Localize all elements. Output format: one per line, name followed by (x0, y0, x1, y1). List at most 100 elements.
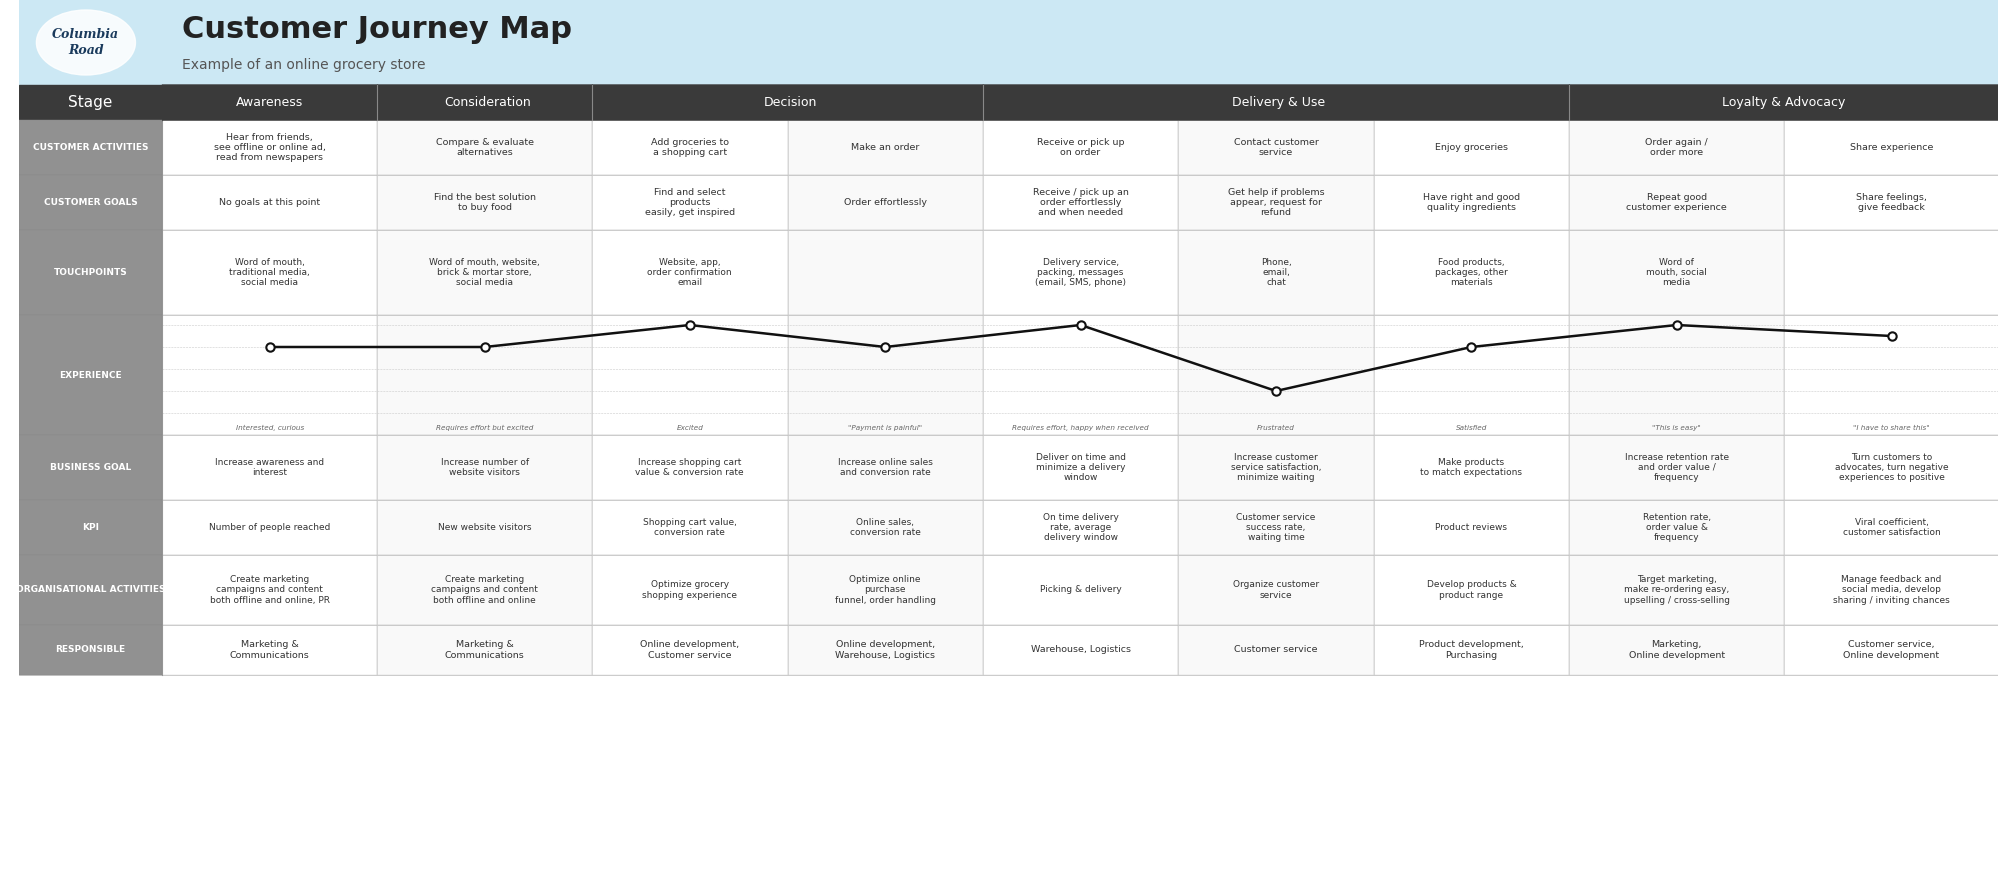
Text: Find and select
products
easily, get inspired: Find and select products easily, get ins… (645, 188, 735, 217)
Bar (162, 230, 378, 315)
Bar (1782, 315, 1998, 435)
Bar (1373, 175, 1568, 230)
Bar (1373, 500, 1568, 555)
Bar (1782, 555, 1998, 625)
Text: Loyalty & Advocacy: Loyalty & Advocacy (1722, 96, 1844, 109)
Bar (1568, 435, 1782, 500)
Text: Warehouse, Logistics: Warehouse, Logistics (1031, 645, 1131, 655)
Bar (18, 230, 162, 315)
Bar (18, 435, 162, 500)
Bar (591, 625, 787, 675)
Text: Turn customers to
advocates, turn negative
experiences to positive: Turn customers to advocates, turn negati… (1834, 453, 1948, 482)
Bar (1177, 435, 1373, 500)
Text: Delivery & Use: Delivery & Use (1233, 96, 1325, 109)
Text: Customer service
success rate,
waiting time: Customer service success rate, waiting t… (1235, 512, 1315, 543)
Bar (18, 625, 162, 675)
Text: Receive / pick up an
order effortlessly
and when needed: Receive / pick up an order effortlessly … (1033, 188, 1129, 217)
Text: 1: 1 (154, 408, 160, 418)
Text: 4: 4 (154, 342, 160, 352)
Text: TOUCHPOINTS: TOUCHPOINTS (54, 268, 128, 277)
Text: Order effortlessly: Order effortlessly (843, 198, 927, 207)
Text: Create marketing
campaigns and content
both offline and online: Create marketing campaigns and content b… (432, 575, 537, 605)
Bar (1177, 625, 1373, 675)
Bar (1373, 315, 1568, 435)
Bar (591, 175, 787, 230)
Text: CUSTOMER ACTIVITIES: CUSTOMER ACTIVITIES (32, 143, 148, 152)
Text: Increase shopping cart
value & conversion rate: Increase shopping cart value & conversio… (635, 458, 743, 478)
Bar (1177, 555, 1373, 625)
Bar (787, 500, 983, 555)
Bar (378, 500, 591, 555)
Bar (983, 435, 1177, 500)
Text: Website, app,
order confirmation
email: Website, app, order confirmation email (647, 257, 731, 288)
Text: CUSTOMER GOALS: CUSTOMER GOALS (44, 198, 138, 207)
Text: Add groceries to
a shopping cart: Add groceries to a shopping cart (651, 138, 729, 157)
Text: Organize customer
service: Organize customer service (1233, 580, 1319, 600)
Text: Word of mouth,
traditional media,
social media: Word of mouth, traditional media, social… (230, 257, 310, 288)
Text: KPI: KPI (82, 523, 98, 532)
Text: Word of mouth, website,
brick & mortar store,
social media: Word of mouth, website, brick & mortar s… (430, 257, 539, 288)
Bar (983, 625, 1177, 675)
Text: Optimize online
purchase
funnel, order handling: Optimize online purchase funnel, order h… (835, 575, 935, 605)
Bar (378, 435, 591, 500)
Text: Make an order: Make an order (851, 143, 919, 152)
Bar (18, 555, 162, 625)
Bar (787, 315, 983, 435)
Text: RESPONSIBLE: RESPONSIBLE (56, 645, 126, 655)
Text: Awareness: Awareness (236, 96, 304, 109)
Bar (1568, 555, 1782, 625)
Polygon shape (983, 85, 1580, 120)
Bar (787, 435, 983, 500)
Bar (1782, 120, 1998, 175)
Bar (18, 175, 162, 230)
Text: Marketing,
Online development: Marketing, Online development (1628, 641, 1724, 659)
Bar (591, 230, 787, 315)
Bar (1782, 500, 1998, 555)
Text: Viral coefficient,
customer satisfaction: Viral coefficient, customer satisfaction (1842, 518, 1940, 537)
Text: ORGANISATIONAL ACTIVITIES: ORGANISATIONAL ACTIVITIES (16, 585, 166, 594)
Text: Share experience: Share experience (1848, 143, 1932, 152)
Text: Increase customer
service satisfaction,
minimize waiting: Increase customer service satisfaction, … (1231, 453, 1321, 482)
Bar (1568, 120, 1782, 175)
Text: 2: 2 (154, 387, 160, 396)
Bar (1568, 500, 1782, 555)
Text: Increase online sales
and conversion rate: Increase online sales and conversion rat… (837, 458, 933, 478)
Bar (18, 120, 162, 175)
Text: "I have to share this": "I have to share this" (1852, 425, 1928, 431)
Polygon shape (162, 85, 390, 120)
Text: "Payment is painful": "Payment is painful" (847, 425, 921, 431)
Bar (1568, 625, 1782, 675)
Bar (378, 175, 591, 230)
Text: Enjoy groceries: Enjoy groceries (1435, 143, 1506, 152)
Text: Online development,
Customer service: Online development, Customer service (639, 641, 739, 659)
Bar (18, 0, 1998, 85)
Bar (378, 120, 591, 175)
Bar (162, 435, 378, 500)
Bar (378, 555, 591, 625)
Ellipse shape (36, 10, 136, 75)
Text: Frustrated: Frustrated (1257, 425, 1295, 431)
Bar (1177, 175, 1373, 230)
Bar (162, 500, 378, 555)
Text: Get help if problems
appear, request for
refund: Get help if problems appear, request for… (1227, 188, 1323, 217)
Bar (787, 120, 983, 175)
Text: Food products,
packages, other
materials: Food products, packages, other materials (1435, 257, 1506, 288)
Text: Customer Journey Map: Customer Journey Map (182, 15, 571, 45)
Text: New website visitors: New website visitors (438, 523, 531, 532)
Bar (983, 230, 1177, 315)
Bar (1177, 500, 1373, 555)
Text: Delivery service,
packing, messages
(email, SMS, phone): Delivery service, packing, messages (ema… (1035, 257, 1125, 288)
Text: 5: 5 (154, 321, 160, 330)
Bar (18, 500, 162, 555)
Bar (1373, 555, 1568, 625)
Bar (162, 315, 378, 435)
Text: No goals at this point: No goals at this point (220, 198, 320, 207)
Text: Contact customer
service: Contact customer service (1233, 138, 1319, 157)
Text: Consideration: Consideration (444, 96, 531, 109)
Text: Requires effort but excited: Requires effort but excited (436, 425, 533, 431)
Text: Optimize grocery
shopping experience: Optimize grocery shopping experience (641, 580, 737, 600)
Text: "This is easy": "This is easy" (1652, 425, 1700, 431)
Text: Repeat good
customer experience: Repeat good customer experience (1626, 192, 1726, 212)
Bar (18, 85, 162, 120)
Text: Picking & delivery: Picking & delivery (1039, 585, 1121, 594)
